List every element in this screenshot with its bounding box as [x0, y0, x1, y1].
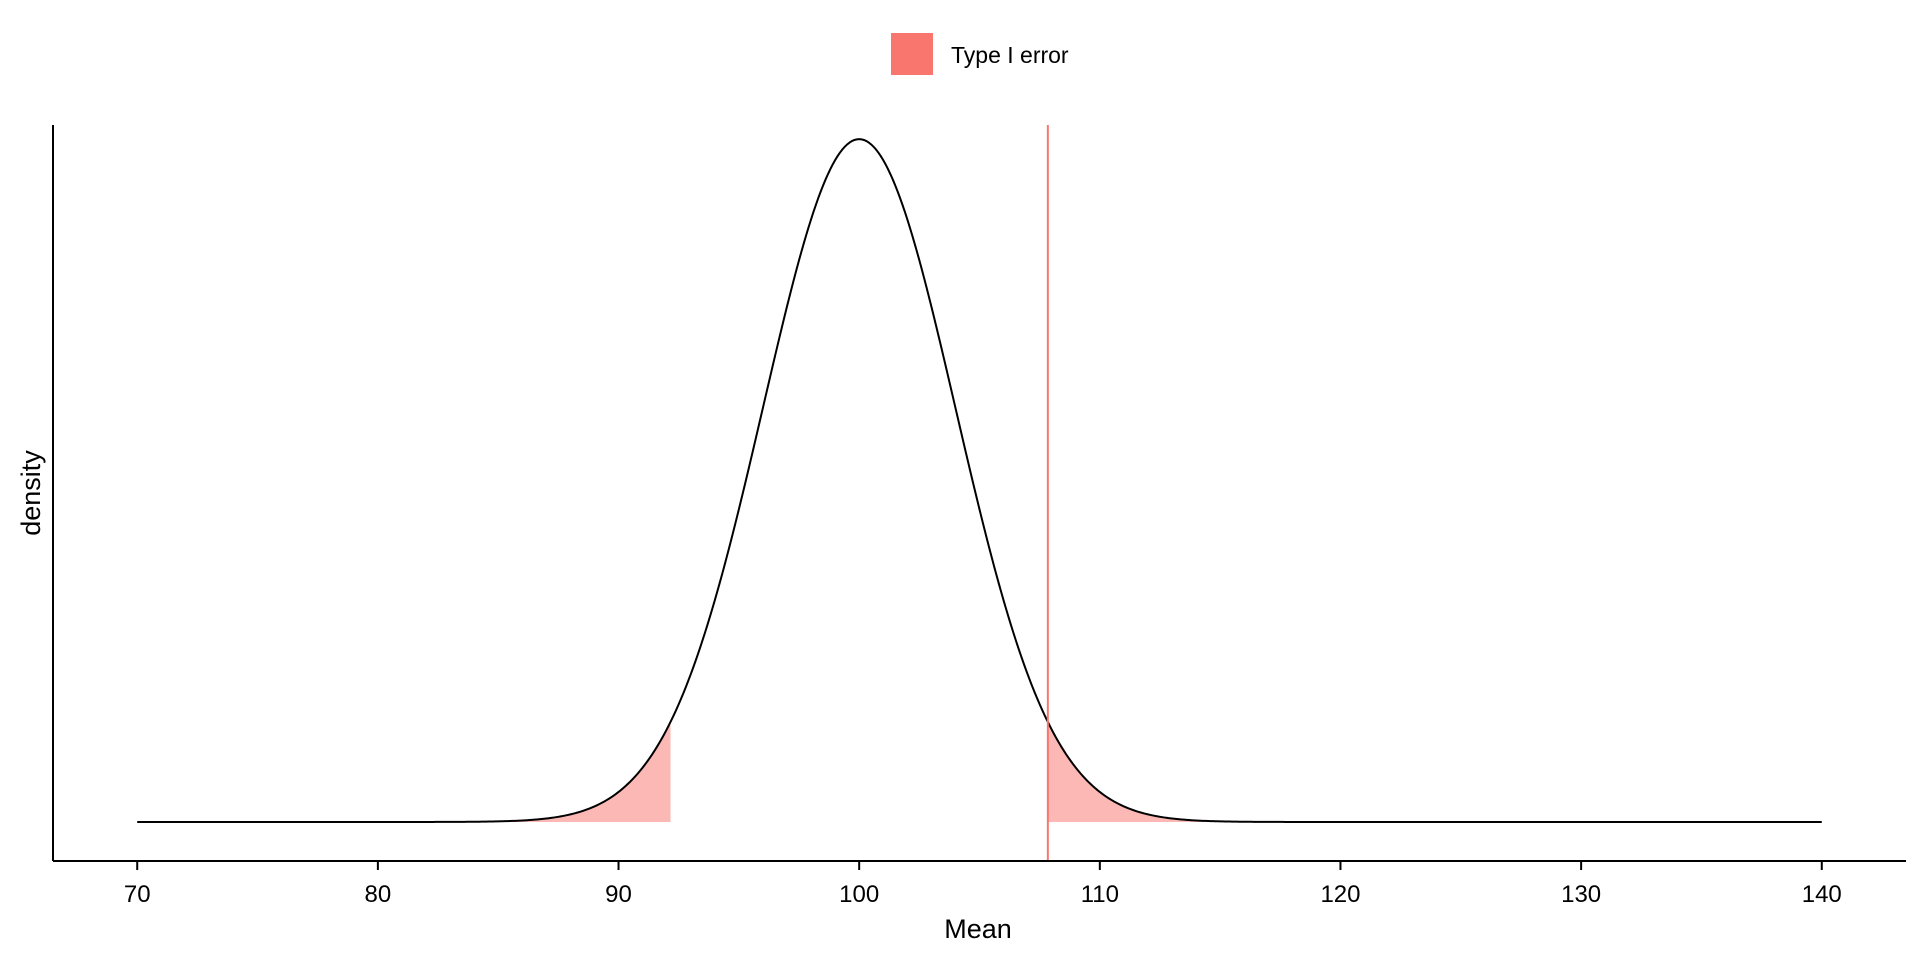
x-axis-title: Mean: [944, 914, 1012, 944]
x-axis-ticks: 70 80 90 100 110 120 130 140: [124, 861, 1842, 908]
type-i-error-regions: [137, 721, 1822, 822]
x-tick-label: 80: [365, 881, 392, 908]
x-tick-label: 110: [1081, 881, 1119, 908]
x-tick-label: 140: [1802, 881, 1842, 908]
x-tick-label: 100: [839, 881, 879, 908]
type-i-error-region-upper: [1047, 721, 1822, 822]
legend: Type I error: [891, 33, 1069, 75]
x-tick-label: 130: [1561, 881, 1601, 908]
density-curve: [137, 138, 1822, 823]
x-tick-label: 70: [124, 881, 151, 908]
y-axis-title: density: [16, 450, 46, 536]
legend-key-type-i-error: [891, 33, 933, 75]
type-i-error-region-lower: [137, 721, 671, 822]
legend-label-type-i-error: Type I error: [951, 42, 1069, 68]
x-tick-label: 120: [1320, 881, 1360, 908]
x-tick-label: 90: [605, 881, 632, 908]
